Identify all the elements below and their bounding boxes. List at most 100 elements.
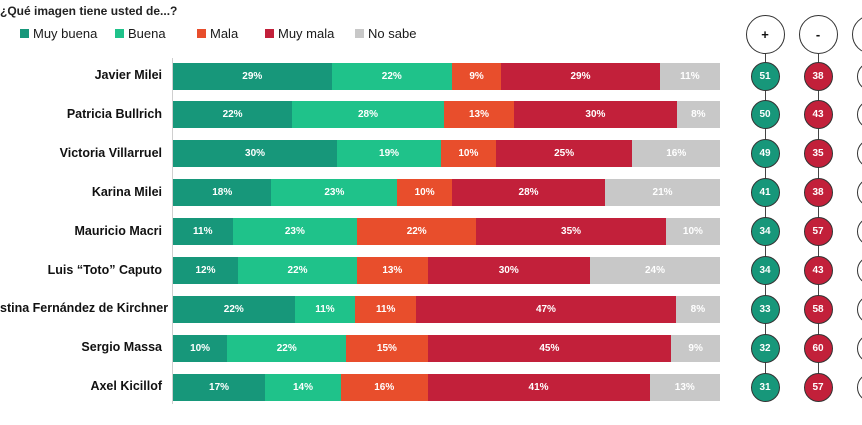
legend-label: No sabe <box>368 26 417 41</box>
legend-label: Muy mala <box>278 26 335 41</box>
bar-value-label: 22% <box>223 303 244 315</box>
positive-total-circle: 31 <box>750 372 780 402</box>
bar-value-label: 18% <box>212 187 233 199</box>
extra-total-circle <box>856 100 862 130</box>
negative-total-circle: 43 <box>803 100 833 130</box>
legend-label: Mala <box>210 26 239 41</box>
bar-segment: 22% <box>227 334 347 362</box>
category-label: stina Fernández de Kirchner <box>0 301 169 316</box>
bar-value-label: 9% <box>688 342 703 354</box>
bar-segment: 14% <box>265 373 341 401</box>
negative-total-circle: 58 <box>803 294 833 324</box>
bar-value-label: 10% <box>414 187 435 199</box>
bar-segment: 10% <box>665 218 720 246</box>
extra-total-circle <box>856 217 862 247</box>
bar-segment: 18% <box>173 179 272 207</box>
negative-total-circle: 38 <box>803 61 833 91</box>
bar-value-label: 29% <box>570 70 591 82</box>
bar-value-label: 13% <box>382 265 403 276</box>
legend-swatch <box>115 29 124 38</box>
bar-value-label: 22% <box>406 226 427 238</box>
bar-value-label: 8% <box>691 109 706 121</box>
bar-value-label: 10% <box>458 148 479 160</box>
negative-total-circle: 57 <box>803 372 833 402</box>
category-label: Axel Kicillof <box>90 379 162 394</box>
bar-value-label: 19% <box>379 148 400 160</box>
extra-total-circle <box>856 256 862 285</box>
bar-value-label: 15% <box>376 342 397 354</box>
bar-segment: 11% <box>294 295 356 323</box>
bar-segment: 16% <box>340 373 428 401</box>
negative-column-header: - <box>798 15 838 54</box>
bar-segment: 22% <box>173 101 293 129</box>
legend-swatch <box>20 29 29 38</box>
bar-value-label: 22% <box>287 265 308 276</box>
bar-value-label: 10% <box>682 226 703 238</box>
legend-item: Buena <box>115 26 197 41</box>
bar-value-label: 41% <box>528 381 549 393</box>
bar-value-label: 16% <box>374 381 395 393</box>
bar-value-label: 45% <box>539 342 560 354</box>
bar-segment: 25% <box>495 140 633 168</box>
bar-segment: 45% <box>427 334 672 362</box>
bar-value-label: 17% <box>209 381 230 393</box>
category-label: Karina Milei <box>91 184 162 199</box>
positive-column-header: + <box>745 15 785 54</box>
negative-total-circle: 35 <box>803 139 833 169</box>
bar-segment: 13% <box>443 101 515 129</box>
bar-segment: 22% <box>331 62 452 90</box>
category-label: Javier Milei <box>94 68 162 82</box>
bar-value-label: 11% <box>315 303 335 315</box>
bar-value-label: 9% <box>469 70 484 82</box>
category-label: Sergio Massa <box>81 340 162 355</box>
bar-value-label: 16% <box>666 148 687 160</box>
extra-total-circle <box>856 372 862 402</box>
legend-item: Muy buena <box>20 26 115 41</box>
extra-total-circle <box>856 61 862 91</box>
bar-segment: 30% <box>514 101 677 129</box>
category-label: Luis “Toto” Caputo <box>47 262 162 277</box>
negative-total-circle: 43 <box>803 256 833 285</box>
category-label: Mauricio Macri <box>74 223 162 238</box>
bar-segment: 13% <box>357 257 428 284</box>
bar-segment: 11% <box>355 295 417 323</box>
bar-segment: 16% <box>632 140 720 168</box>
category-label: Victoria Villarruel <box>59 145 162 160</box>
bar-value-label: 47% <box>535 303 556 315</box>
legend-swatch <box>265 29 274 38</box>
bar-segment: 10% <box>173 334 228 362</box>
chart-title: ¿Qué imagen tiene usted de...? <box>0 4 178 18</box>
bar-value-label: 30% <box>498 265 519 276</box>
bar-value-label: 8% <box>690 303 706 315</box>
bar-value-label: 23% <box>284 226 305 238</box>
positive-total-circle: 49 <box>750 139 780 169</box>
bar-value-label: 23% <box>324 187 345 199</box>
bar-value-label: 28% <box>357 109 378 121</box>
legend-item: Mala <box>197 26 265 41</box>
bar-value-label: 11% <box>193 226 213 238</box>
bar-segment: 11% <box>173 218 233 246</box>
bar-segment: 23% <box>271 179 398 207</box>
bar-value-label: 22% <box>276 342 297 354</box>
bar-value-label: 10% <box>190 342 211 354</box>
bar-value-label: 13% <box>468 109 489 121</box>
bar-segment: 21% <box>605 179 720 207</box>
bar-value-label: 28% <box>518 187 539 199</box>
bar-segment: 13% <box>649 373 720 401</box>
bar-segment: 10% <box>441 140 496 168</box>
legend-item: No sabe <box>355 26 425 41</box>
bar-segment: 28% <box>292 101 444 129</box>
legend-swatch <box>355 29 364 38</box>
bar-segment: 28% <box>451 179 606 207</box>
bar-segment: 23% <box>232 218 358 246</box>
bar-segment: 8% <box>676 101 720 129</box>
bar-value-label: 21% <box>652 187 673 199</box>
bar-segment: 19% <box>337 140 442 168</box>
bar-segment: 9% <box>671 334 720 362</box>
positive-total-circle: 50 <box>750 100 780 130</box>
bar-segment: 29% <box>173 62 332 90</box>
bar-segment: 22% <box>173 295 295 323</box>
legend-label: Muy buena <box>33 26 98 41</box>
bar-segment: 17% <box>173 373 266 401</box>
bar-value-label: 22% <box>381 70 402 82</box>
